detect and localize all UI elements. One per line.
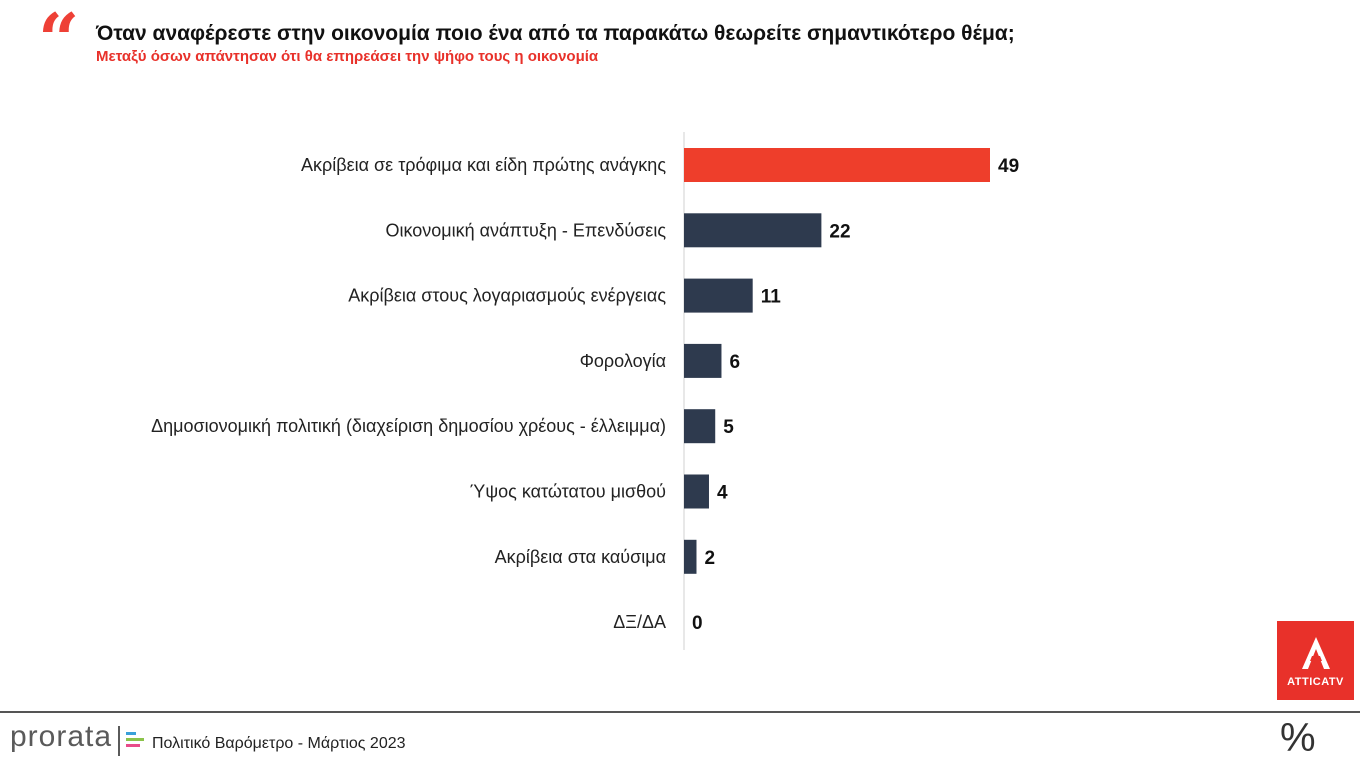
logo-bar xyxy=(126,732,136,735)
page-subtitle: Μεταξύ όσων απάντησαν ότι θα επηρεάσει τ… xyxy=(96,48,599,65)
attica-a-icon xyxy=(1302,637,1330,669)
category-label: Ακρίβεια στους λογαριασμούς ενέργειας xyxy=(348,286,666,306)
value-label: 11 xyxy=(761,287,782,308)
logo-bar xyxy=(126,744,140,747)
bar-3 xyxy=(684,343,722,378)
logo-bar xyxy=(126,738,144,741)
bar-6 xyxy=(684,539,697,574)
category-label: Οικονομική ανάπτυξη - Επενδύσεις xyxy=(385,220,666,240)
prorata-logo: prorata xyxy=(10,720,113,753)
value-label: 0 xyxy=(692,613,703,634)
bar-2 xyxy=(684,278,753,313)
bar-4 xyxy=(684,409,716,444)
category-label: Ύψος κατώτατου μισθού xyxy=(470,482,666,502)
category-label: Ακρίβεια σε τρόφιμα και είδη πρώτης ανάγ… xyxy=(301,155,666,175)
value-label: 2 xyxy=(704,548,715,569)
bar-5 xyxy=(684,474,709,509)
value-label: 6 xyxy=(729,352,740,373)
attica-tv-label: ATTICATV xyxy=(1287,676,1344,688)
quote-icon: “ xyxy=(38,0,79,82)
bar-1 xyxy=(684,213,822,248)
category-label: Ακρίβεια στα καύσιμα xyxy=(495,547,666,567)
footer-divider xyxy=(0,711,1360,713)
logo-separator xyxy=(118,726,120,756)
value-label: 22 xyxy=(829,221,850,242)
value-label: 4 xyxy=(717,483,728,504)
category-label: Φορολογία xyxy=(580,351,666,371)
percent-icon: % xyxy=(1280,716,1316,760)
bar-chart: Ακρίβεια σε τρόφιμα και είδη πρώτης ανάγ… xyxy=(151,132,1019,650)
page-title: Όταν αναφέρεστε στην οικονομία ποιο ένα … xyxy=(96,22,1015,45)
prorata-bars-icon xyxy=(126,732,144,750)
attica-tv-logo: ATTICATV xyxy=(1277,621,1354,700)
category-label: ΔΞ/ΔΑ xyxy=(613,612,666,632)
category-label: Δημοσιονομική πολιτική (διαχείριση δημοσ… xyxy=(151,416,666,436)
value-label: 49 xyxy=(998,156,1019,177)
value-label: 5 xyxy=(723,417,734,438)
bar-0 xyxy=(684,148,990,182)
footer-caption: Πολιτικό Βαρόμετρο - Μάρτιος 2023 xyxy=(152,735,406,752)
